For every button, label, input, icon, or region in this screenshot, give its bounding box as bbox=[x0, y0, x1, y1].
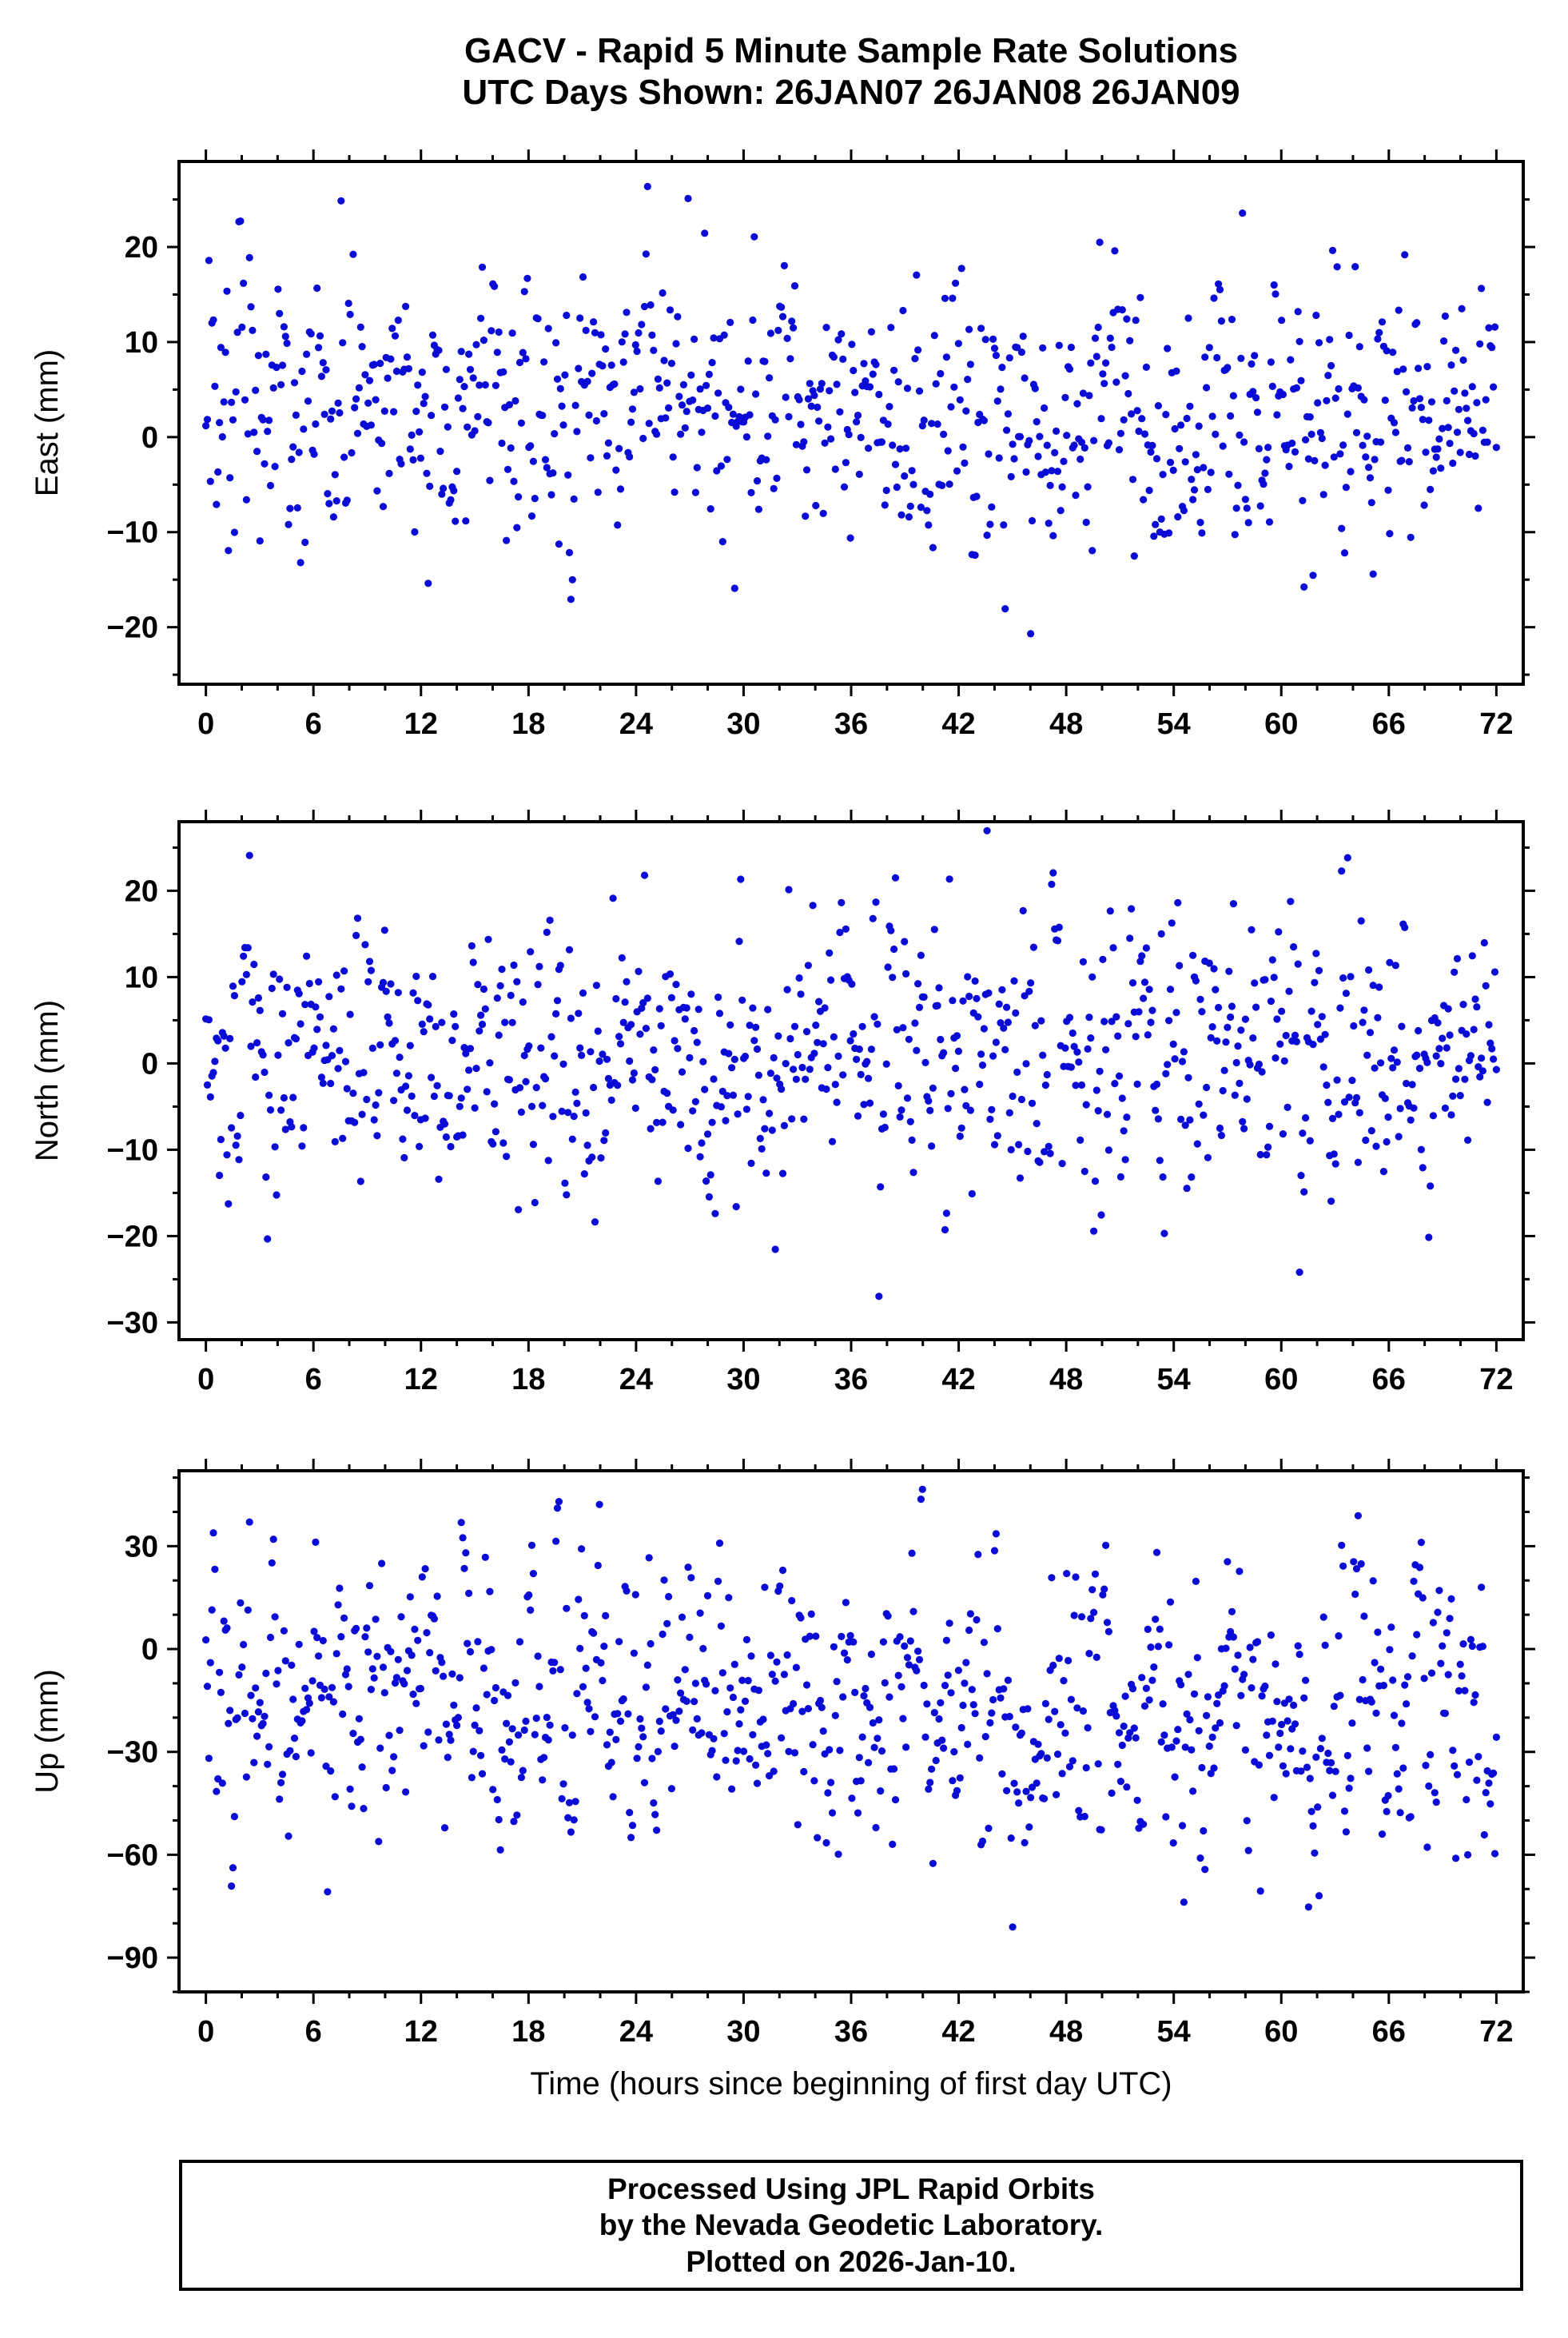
svg-text:36: 36 bbox=[834, 707, 868, 741]
chart-title: GACV - Rapid 5 Minute Sample Rate Soluti… bbox=[134, 30, 1568, 114]
up-scatter-panel: 0 6 12 18 24 30 36 42 48 54 60 66 72 −90 −60 −30 0 30 Up (… bbox=[30, 1459, 1535, 2101]
svg-text:12: 12 bbox=[404, 2015, 438, 2049]
svg-text:36: 36 bbox=[834, 1363, 868, 1396]
north-scatter-panel: 0 6 12 18 24 30 36 42 48 54 60 66 72 −30 −20 −10 0 10 20 No… bbox=[30, 810, 1535, 1396]
up-axis-label: Up (mm) bbox=[30, 1669, 65, 1794]
svg-text:66: 66 bbox=[1372, 2015, 1406, 2049]
svg-text:54: 54 bbox=[1157, 1363, 1191, 1396]
up-axis-ticks bbox=[167, 1459, 1535, 2004]
svg-text:−90: −90 bbox=[107, 1942, 158, 1975]
svg-text:48: 48 bbox=[1049, 707, 1083, 741]
north-xtick-labels: 0 6 12 18 24 30 36 42 48 54 60 66 72 bbox=[197, 1363, 1513, 1396]
svg-text:12: 12 bbox=[404, 1363, 438, 1396]
east-axis-label: East (mm) bbox=[30, 349, 65, 496]
north-axis-ticks bbox=[167, 810, 1535, 1352]
east-xtick-labels: 0 6 12 18 24 30 36 42 48 54 60 66 72 bbox=[197, 707, 1513, 741]
svg-text:18: 18 bbox=[511, 707, 545, 741]
time-axis-label: Time (hours since beginning of first day… bbox=[530, 2066, 1172, 2101]
svg-text:36: 36 bbox=[834, 2015, 868, 2049]
svg-text:12: 12 bbox=[404, 707, 438, 741]
svg-text:60: 60 bbox=[1264, 707, 1298, 741]
svg-text:18: 18 bbox=[511, 1363, 545, 1396]
east-ytick-labels: −20 −10 0 10 20 bbox=[107, 231, 158, 645]
svg-text:0: 0 bbox=[141, 1633, 158, 1667]
svg-text:60: 60 bbox=[1264, 2015, 1298, 2049]
up-ytick-labels: −90 −60 −30 0 30 bbox=[107, 1530, 158, 1975]
processing-note-box: Processed Using JPL Rapid Orbits by the … bbox=[179, 2160, 1523, 2291]
east-scatter-panel: 0 6 12 18 24 30 36 42 48 54 60 66 72 −20 −10 0 10 20 East … bbox=[30, 149, 1535, 741]
processing-note-line1: Processed Using JPL Rapid Orbits bbox=[607, 2173, 1095, 2206]
svg-text:54: 54 bbox=[1157, 2015, 1191, 2049]
svg-text:0: 0 bbox=[197, 1363, 214, 1396]
svg-text:−30: −30 bbox=[107, 1306, 158, 1340]
processing-note-line2: by the Nevada Geodetic Laboratory. bbox=[599, 2209, 1104, 2242]
svg-text:−10: −10 bbox=[107, 1133, 158, 1167]
svg-text:0: 0 bbox=[141, 1047, 158, 1081]
svg-text:6: 6 bbox=[305, 2015, 322, 2049]
up-data-points bbox=[202, 1485, 1500, 1931]
svg-text:6: 6 bbox=[305, 707, 322, 741]
svg-text:24: 24 bbox=[619, 1363, 653, 1396]
svg-text:24: 24 bbox=[619, 707, 653, 741]
svg-text:10: 10 bbox=[125, 961, 158, 994]
svg-text:48: 48 bbox=[1049, 1363, 1083, 1396]
svg-text:42: 42 bbox=[941, 2015, 975, 2049]
svg-text:30: 30 bbox=[125, 1530, 158, 1563]
processing-note-line3: Plotted on 2026-Jan-10. bbox=[686, 2244, 1017, 2278]
chart-title-line2: UTC Days Shown: 26JAN07 26JAN08 26JAN09 bbox=[462, 72, 1240, 112]
svg-text:30: 30 bbox=[726, 1363, 760, 1396]
svg-text:66: 66 bbox=[1372, 707, 1406, 741]
chart-title-line1: GACV - Rapid 5 Minute Sample Rate Soluti… bbox=[464, 31, 1239, 70]
svg-text:42: 42 bbox=[941, 1363, 975, 1396]
svg-text:72: 72 bbox=[1479, 2015, 1513, 2049]
svg-text:72: 72 bbox=[1479, 707, 1513, 741]
svg-text:10: 10 bbox=[125, 326, 158, 360]
svg-text:0: 0 bbox=[197, 2015, 214, 2049]
svg-text:48: 48 bbox=[1049, 2015, 1083, 2049]
svg-text:0: 0 bbox=[197, 707, 214, 741]
svg-text:0: 0 bbox=[141, 421, 158, 455]
north-plot-frame bbox=[177, 820, 1525, 1341]
east-data-points bbox=[202, 182, 1500, 638]
svg-text:24: 24 bbox=[619, 2015, 653, 2049]
svg-text:−20: −20 bbox=[107, 611, 158, 645]
north-data-points bbox=[202, 826, 1500, 1300]
svg-text:−20: −20 bbox=[107, 1220, 158, 1253]
up-xtick-labels: 0 6 12 18 24 30 36 42 48 54 60 66 72 bbox=[197, 2015, 1513, 2049]
svg-text:6: 6 bbox=[305, 1363, 322, 1396]
svg-text:20: 20 bbox=[125, 231, 158, 265]
svg-text:42: 42 bbox=[941, 707, 975, 741]
north-ytick-labels: −30 −20 −10 0 10 20 bbox=[107, 874, 158, 1340]
svg-text:−10: −10 bbox=[107, 516, 158, 550]
svg-text:72: 72 bbox=[1479, 1363, 1513, 1396]
up-plot-frame bbox=[177, 1469, 1525, 1993]
svg-text:20: 20 bbox=[125, 874, 158, 908]
svg-text:60: 60 bbox=[1264, 1363, 1298, 1396]
svg-text:30: 30 bbox=[726, 2015, 760, 2049]
east-plot-frame bbox=[177, 160, 1525, 686]
north-axis-label: North (mm) bbox=[30, 1000, 65, 1161]
svg-text:66: 66 bbox=[1372, 1363, 1406, 1396]
svg-text:−30: −30 bbox=[107, 1736, 158, 1770]
svg-text:30: 30 bbox=[726, 707, 760, 741]
svg-text:54: 54 bbox=[1157, 707, 1191, 741]
svg-text:18: 18 bbox=[511, 2015, 545, 2049]
svg-text:−60: −60 bbox=[107, 1838, 158, 1872]
